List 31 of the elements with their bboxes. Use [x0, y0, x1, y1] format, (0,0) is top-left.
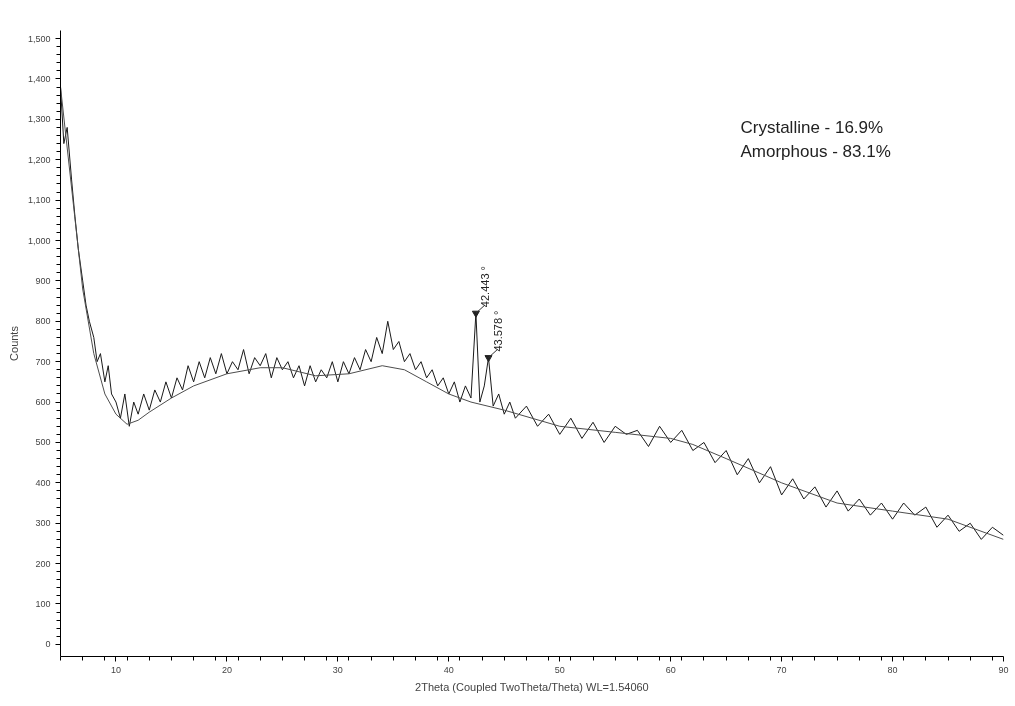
x-axis-title: 2Theta (Coupled TwoTheta/Theta) WL=1.54060 [415, 680, 649, 693]
y-tick-label: 100 [35, 599, 51, 609]
x-tick-label: 10 [110, 664, 121, 675]
x-tick-label: 40 [443, 664, 454, 675]
y-tick-label: 400 [35, 477, 51, 488]
y-tick-label: 300 [35, 518, 51, 529]
y-tick-label: 1,400 [27, 73, 51, 84]
y-tick-label: 500 [35, 437, 51, 448]
y-tick-label: 800 [35, 316, 51, 327]
y-tick-label: 1,000 [27, 235, 51, 246]
y-axis-title: Counts [7, 325, 20, 361]
x-tick-label: 70 [776, 664, 787, 675]
x-tick-label: 80 [887, 664, 898, 675]
x-tick-label: 90 [998, 664, 1009, 675]
y-tick-label: 200 [35, 558, 51, 569]
annotation: 42.443 ° [479, 266, 492, 308]
y-tick-label: 1,500 [27, 33, 51, 44]
annotation: Amorphous - 83.1% [740, 141, 891, 161]
y-tick-label: 1,300 [27, 114, 51, 125]
x-tick-label: 60 [665, 664, 676, 675]
y-tick-label: 1,100 [27, 195, 51, 206]
y-tick-label: 900 [35, 275, 51, 286]
y-tick-label: 1,200 [27, 154, 51, 165]
x-tick-label: 50 [554, 664, 565, 675]
x-tick-label: 20 [221, 664, 232, 675]
annotation: 43.578 ° [491, 310, 504, 352]
y-tick-label: 700 [35, 356, 51, 367]
y-tick-label: 0 [45, 639, 51, 650]
x-tick-label: 30 [332, 664, 343, 675]
annotation: Crystalline - 16.9% [740, 117, 884, 137]
y-tick-label: 600 [35, 397, 51, 408]
